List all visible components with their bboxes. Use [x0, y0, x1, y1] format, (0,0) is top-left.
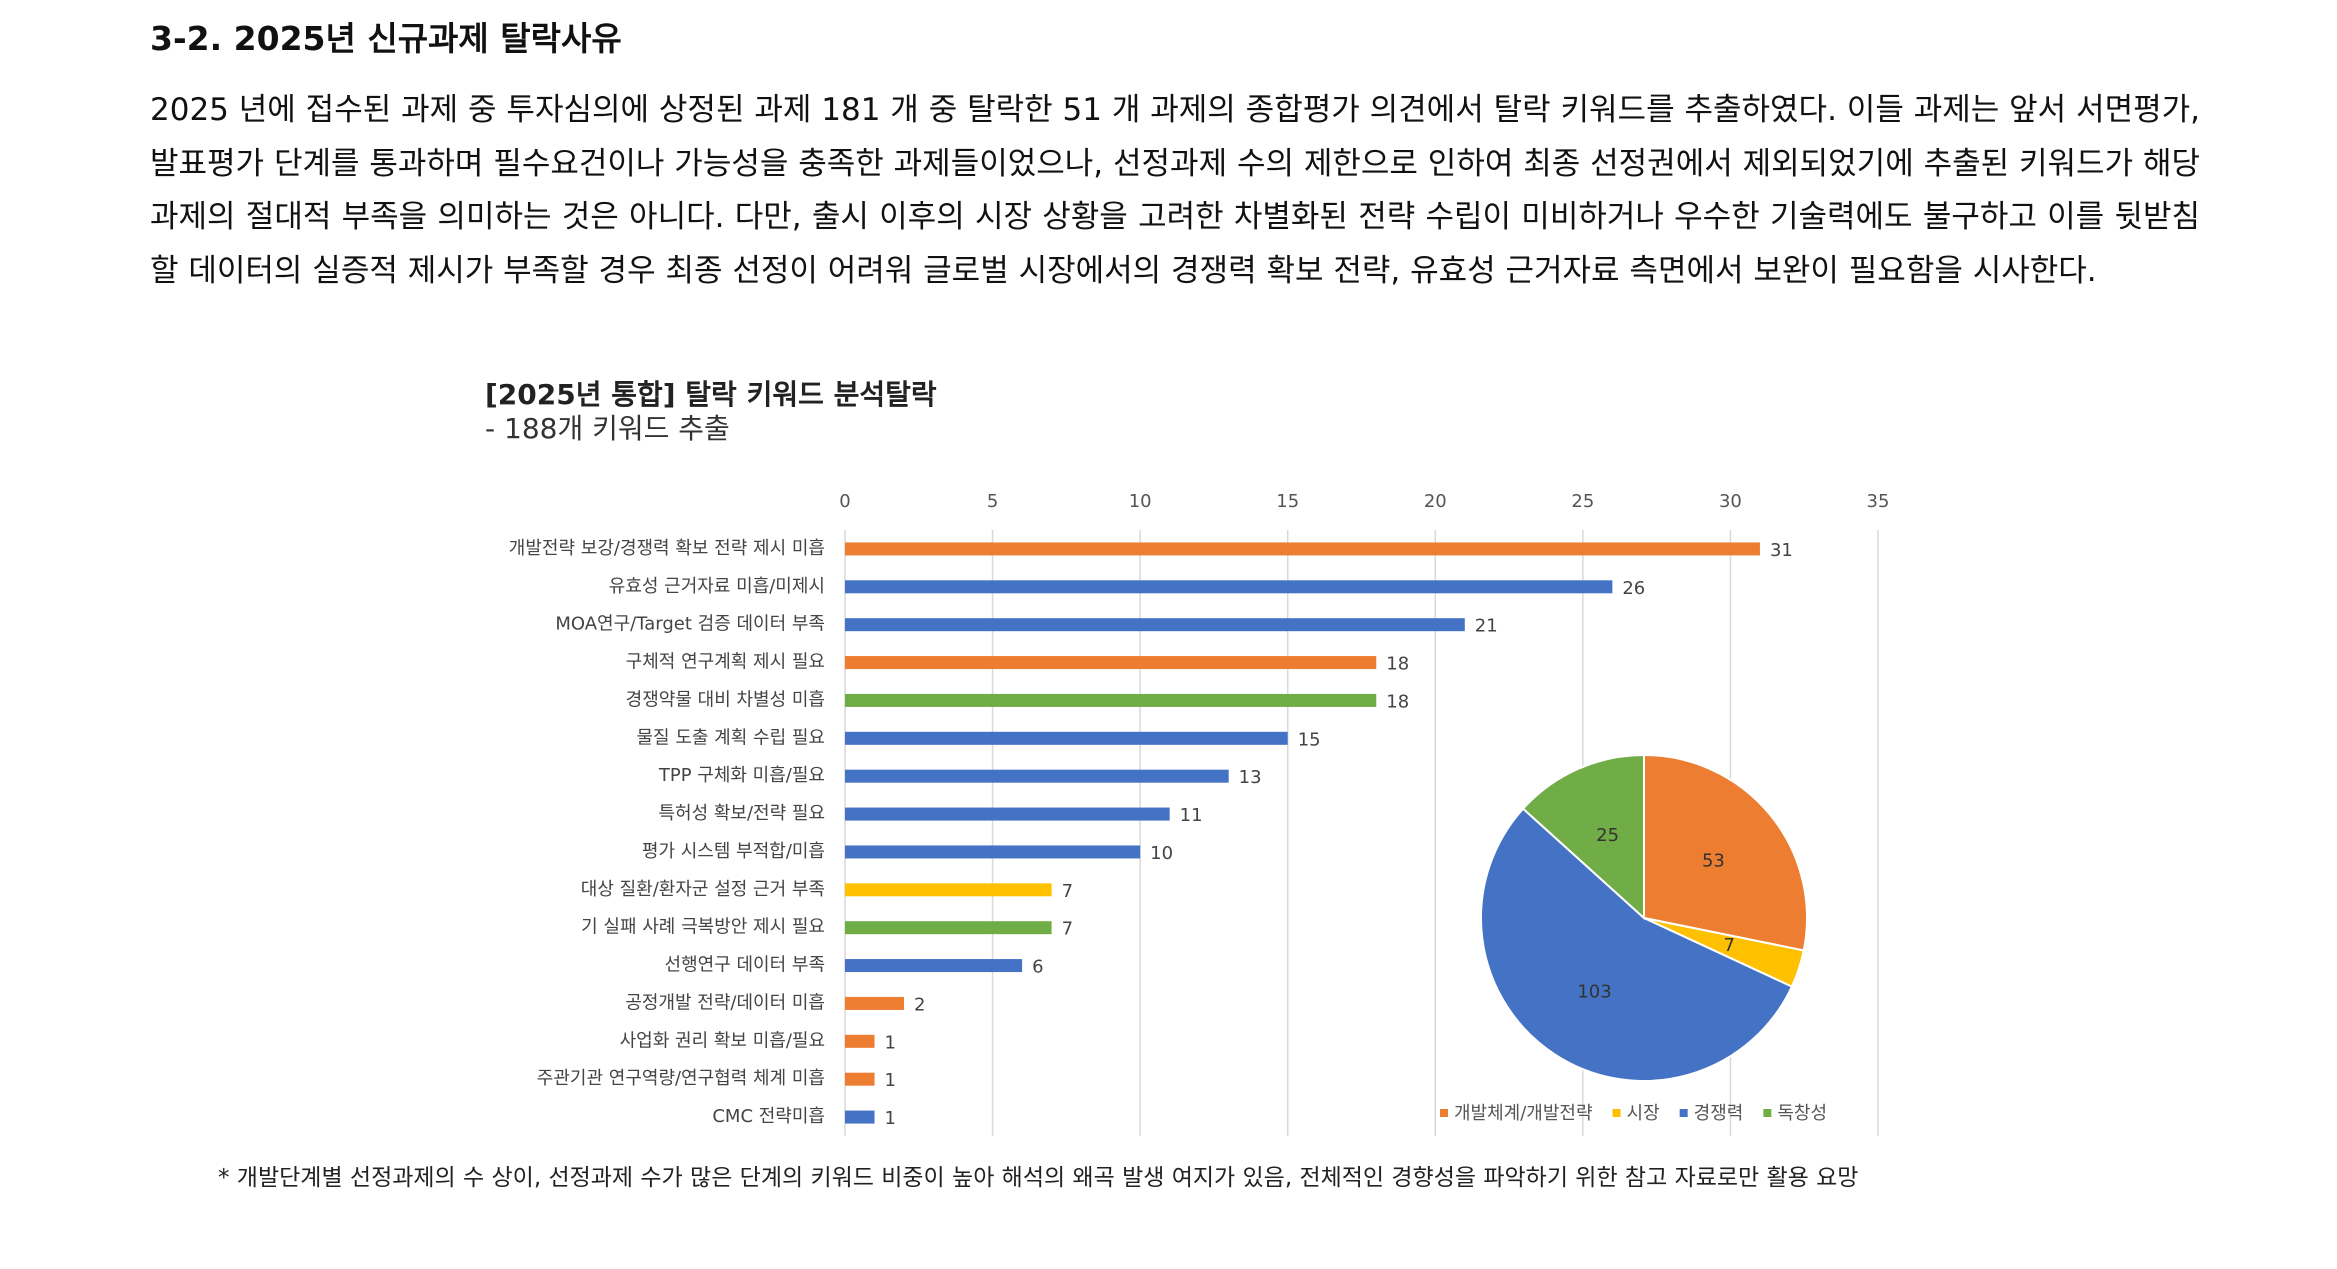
bar [845, 769, 1229, 783]
y-tick-label: 평가 시스템 부적합/미흡 [642, 841, 825, 862]
legend-swatch [1612, 1109, 1621, 1117]
slice-label: 103 [1577, 982, 1611, 1003]
x-tick-label: 5 [987, 491, 998, 512]
value-label: 7 [1062, 919, 1073, 940]
y-tick-label: 특허성 확보/전략 필요 [658, 803, 825, 824]
value-label: 1 [885, 1108, 896, 1129]
y-tick-label: 기 실패 사례 극복방안 제시 필요 [581, 917, 825, 938]
y-tick-label: 주관기관 연구역량/연구협력 체계 미흡 [537, 1068, 825, 1089]
value-label: 18 [1386, 654, 1409, 675]
y-tick-label: 경쟁약물 대비 차별성 미흡 [626, 689, 825, 710]
bar [845, 1110, 875, 1124]
value-label: 26 [1622, 578, 1645, 599]
value-label: 11 [1180, 805, 1203, 826]
value-label: 15 [1298, 729, 1321, 750]
value-label: 6 [1032, 957, 1043, 978]
legend-label: 개발체계/개발전략 [1454, 1103, 1593, 1124]
pie-slice [1521, 753, 1645, 921]
bar [845, 731, 1288, 745]
y-tick-label: 구체적 연구계획 제시 필요 [626, 652, 825, 673]
chart-subtitle: - 188개 키워드 추출 [485, 412, 730, 445]
bar [845, 883, 1052, 897]
bar [845, 656, 1377, 670]
chart-title: [2025년 통합] 탈락 키워드 분석탈락 [485, 378, 937, 411]
x-tick-label: 25 [1571, 491, 1594, 512]
y-tick-label: 유효성 근거자료 미흡/미제시 [609, 576, 825, 597]
bar [845, 1034, 875, 1048]
value-label: 18 [1386, 691, 1409, 712]
bar [845, 618, 1465, 632]
legend-swatch [1763, 1109, 1772, 1117]
legend-swatch [1440, 1109, 1448, 1117]
slice-label: 7 [1723, 935, 1734, 956]
bar [845, 807, 1170, 821]
x-tick-label: 30 [1719, 491, 1742, 512]
y-tick-label: CMC 전략미흡 [712, 1106, 825, 1127]
y-tick-label: TPP 구체화 미흡/필요 [658, 765, 825, 786]
value-label: 13 [1239, 767, 1262, 788]
pie-slice [1643, 753, 1808, 952]
y-tick-label: 공정개발 전략/데이터 미흡 [625, 992, 825, 1013]
bar [845, 693, 1377, 707]
pie-slice [1480, 807, 1794, 1082]
slice-label: 25 [1596, 825, 1619, 846]
paragraph: 2025 년에 접수된 과제 중 투자심의에 상정된 과제 181 개 중 탈락… [150, 92, 2200, 289]
y-tick-label: 개발전략 보강/경쟁력 확보 전략 제시 미흡 [509, 538, 825, 559]
value-label: 10 [1150, 843, 1173, 864]
footnote: * 개발단계별 선정과제의 수 상이, 선정과제 수가 많은 단계의 키워드 비… [218, 1165, 1859, 1191]
bar [845, 921, 1052, 935]
legend-label: 경쟁력 [1694, 1103, 1744, 1124]
y-tick-label: 대상 질환/환자군 설정 근거 부족 [581, 879, 825, 900]
x-tick-label: 15 [1276, 491, 1299, 512]
x-tick-label: 35 [1867, 491, 1890, 512]
legend-label: 시장 [1627, 1103, 1660, 1124]
x-tick-label: 0 [839, 491, 850, 512]
bar [845, 580, 1613, 594]
value-label: 7 [1062, 881, 1073, 902]
legend-swatch [1679, 1109, 1688, 1117]
legend-label: 독창성 [1777, 1103, 1827, 1124]
y-tick-label: MOA연구/Target 검증 데이터 부족 [555, 614, 825, 635]
x-tick-label: 10 [1129, 491, 1152, 512]
section-heading: 3-2. 2025년 신규과제 탈락사유 [150, 19, 622, 58]
y-tick-label: 선행연구 데이터 부족 [665, 955, 825, 976]
y-tick-label: 물질 도출 계획 수립 필요 [637, 727, 826, 748]
value-label: 31 [1770, 540, 1793, 561]
value-label: 1 [885, 1032, 896, 1053]
bar [845, 1072, 875, 1086]
value-label: 21 [1475, 616, 1498, 637]
y-tick-label: 사업화 권리 확보 미흡/필요 [620, 1030, 825, 1051]
value-label: 1 [885, 1070, 896, 1091]
slice-label: 53 [1702, 850, 1725, 871]
x-tick-label: 20 [1424, 491, 1447, 512]
bar [845, 542, 1760, 556]
value-label: 2 [914, 994, 925, 1015]
bar [845, 845, 1141, 859]
bar [845, 996, 905, 1010]
bar [845, 959, 1023, 973]
